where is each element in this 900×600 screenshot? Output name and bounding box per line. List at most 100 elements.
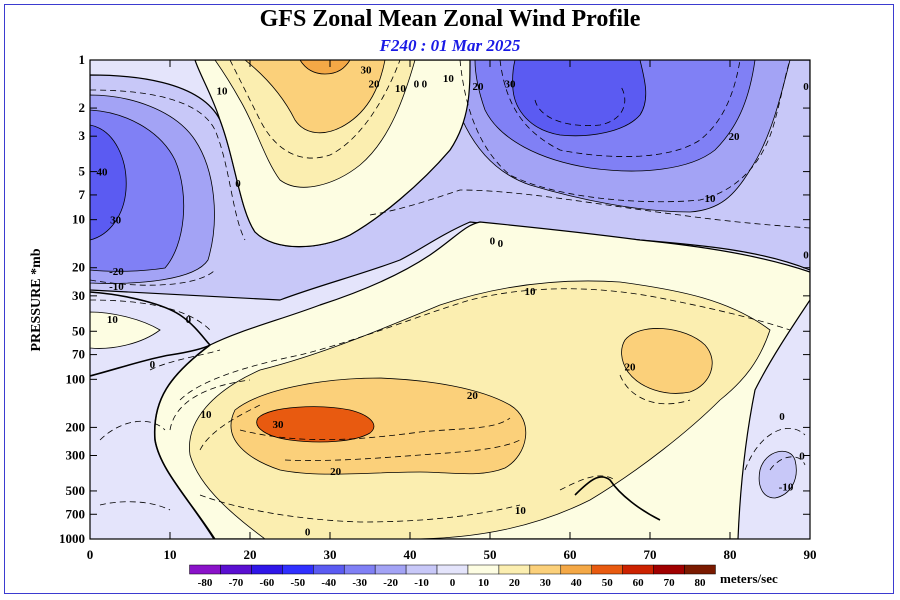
contour-label: 0	[779, 411, 785, 423]
contour-label: 10	[201, 409, 213, 421]
contour-label: 0	[235, 178, 241, 190]
contour-label: 0	[422, 78, 428, 90]
x-tick-label: 60	[564, 547, 577, 562]
contour-fill-30-lower-jet	[256, 406, 375, 443]
colorbar-tick-label: -70	[229, 577, 244, 589]
contour-label: 10	[395, 83, 407, 95]
y-tick-label: 1000	[59, 531, 85, 546]
figure-frame	[4, 4, 894, 594]
contour-label: -10	[109, 281, 124, 293]
colorbar-tick-label: -20	[383, 577, 398, 589]
colorbar-tick-label: 50	[602, 577, 614, 589]
contour-label: 30	[361, 65, 373, 77]
contour-label: 30	[110, 215, 122, 227]
contour-fill-10-equator	[90, 311, 161, 349]
contour-fill-neg40-upper-left	[90, 124, 127, 241]
colorbar-tick-label: -80	[198, 577, 213, 589]
colorbar-swatch	[529, 564, 562, 575]
contour-label: 10	[217, 85, 229, 97]
contour-label: 0	[414, 78, 420, 90]
y-axis-label: PRESSURE *mb	[29, 248, 44, 351]
contour-fill-40-top	[299, 60, 351, 75]
y-tick-label: 10	[72, 212, 85, 227]
colorbar-swatch	[251, 564, 283, 575]
x-tick-label: 50	[484, 547, 497, 562]
contour-label: 0	[186, 314, 192, 326]
contour-label: 30	[273, 419, 285, 431]
contour-fill-20-lower	[230, 377, 527, 475]
contour-label: 20	[625, 361, 637, 373]
colorbar-swatch	[560, 564, 592, 575]
contour-fill-neg40-upper-right	[512, 60, 647, 137]
y-tick-label: 5	[79, 164, 86, 179]
colorbar-tick-label: 10	[478, 577, 490, 589]
y-tick-label: 2	[79, 100, 86, 115]
colorbar-tick-label: 30	[540, 577, 552, 589]
contour-label: 20	[467, 390, 479, 402]
y-tick-label: 100	[66, 371, 86, 386]
y-tick-label: 700	[66, 506, 86, 521]
plot-border	[89, 59, 811, 540]
y-tick-label: 20	[72, 260, 85, 275]
contour-label: 20	[729, 131, 741, 143]
y-tick-label: 300	[66, 448, 86, 463]
contour-label: 10	[443, 73, 455, 85]
contour-label: 40	[97, 167, 109, 179]
colorbar-tick-label: -60	[260, 577, 275, 589]
contour-label: 0	[150, 359, 156, 371]
colorbar-tick-label: 70	[664, 577, 676, 589]
colorbar-swatch	[467, 564, 500, 575]
chart-subtitle: F240 : 01 Mar 2025	[379, 36, 521, 55]
colorbar-tick-label: -10	[414, 577, 429, 589]
colorbar-swatch	[374, 564, 407, 575]
contour-label: 30	[505, 78, 517, 90]
x-tick-label: 30	[324, 547, 337, 562]
x-tick-label: 10	[164, 547, 177, 562]
x-tick-label: 20	[244, 547, 257, 562]
contour-label: 10	[525, 286, 537, 298]
zero-contours	[90, 291, 661, 539]
colorbar-unit-label: meters/sec	[720, 571, 778, 586]
colorbar-swatch	[313, 564, 345, 575]
colorbar-swatch	[622, 564, 654, 575]
contour-fill-20-right-blob	[621, 328, 713, 394]
x-tick-label: 80	[724, 547, 737, 562]
y-tick-label: 500	[66, 483, 86, 498]
contour-label: 20	[473, 81, 485, 93]
colorbar-swatch	[498, 564, 531, 575]
contour-fill-neg10-lower-right	[758, 450, 797, 499]
contour-label: -20	[109, 266, 124, 278]
x-axis: 0 10 20 30 40 50 60 70 80 90	[87, 60, 817, 562]
y-tick-label: 7	[79, 187, 86, 202]
x-tick-label: 90	[804, 547, 817, 562]
colorbar-swatch	[591, 564, 623, 575]
contour-label: 0	[490, 235, 496, 247]
contour-label: 10	[705, 193, 717, 205]
y-tick-label: 30	[72, 288, 85, 303]
colorbar-tick-label: -30	[352, 577, 367, 589]
contour-label: 20	[330, 466, 342, 478]
colorbar-tick-label: 40	[571, 577, 583, 589]
contour-label: -10	[779, 482, 794, 494]
colorbar: -80 -70 -60 -50 -40 -30 -20 -10 0 10 20 30 40 50 60 70 8…	[189, 564, 716, 589]
dashed-contours	[90, 60, 810, 523]
colorbar-swatch	[684, 564, 716, 575]
colorbar-tick-label: 0	[450, 577, 456, 589]
contour-field	[90, 60, 810, 539]
colorbar-swatch	[405, 564, 438, 575]
contour-label: 0	[498, 238, 504, 250]
colorbar-tick-label: 60	[633, 577, 645, 589]
x-tick-label: 0	[87, 547, 94, 562]
colorbar-tick-label: 80	[695, 577, 707, 589]
colorbar-tick-label: -40	[321, 577, 336, 589]
contour-label: 10	[107, 314, 119, 326]
contour-label: 0	[803, 81, 809, 93]
colorbar-tick-label: -50	[290, 577, 305, 589]
contour-label: 0	[803, 249, 809, 261]
colorbar-swatch	[220, 564, 252, 575]
colorbar-swatch	[189, 564, 221, 575]
colorbar-tick-label: 20	[509, 577, 521, 589]
